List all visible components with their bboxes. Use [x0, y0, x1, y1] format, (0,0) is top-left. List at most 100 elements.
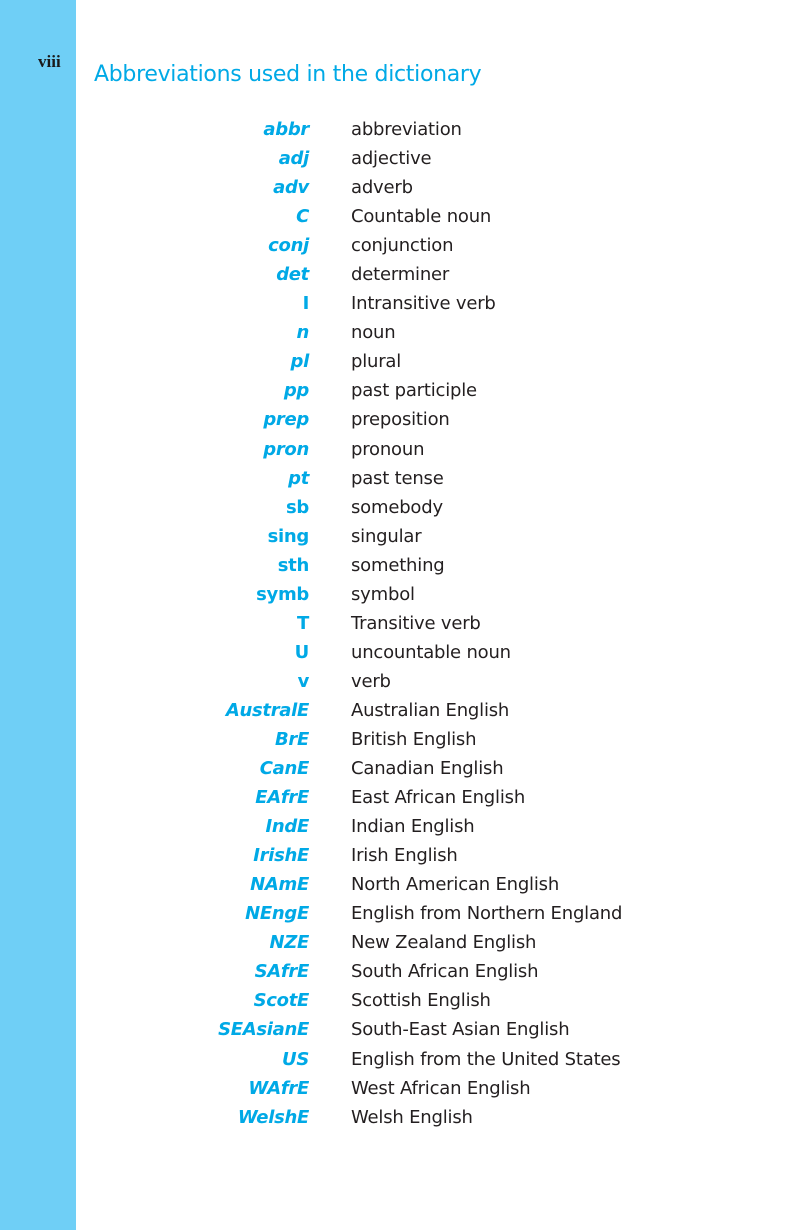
abbreviation: pt [288, 467, 309, 489]
abbreviation: NAmE [250, 874, 309, 896]
abbreviation-entry: NEngE English from Northern England [0, 901, 800, 930]
abbreviation-entry: WelshE Welsh English [0, 1105, 800, 1134]
abbreviation-entry: SAfrE South African English [0, 959, 800, 988]
abbreviation-meaning: Welsh English [351, 1106, 473, 1128]
abbreviation: US [282, 1048, 309, 1070]
abbreviation-entry: pron pronoun [0, 437, 800, 466]
abbreviation: conj [268, 235, 309, 257]
abbreviation-meaning: singular [351, 525, 422, 547]
abbreviation: BrE [275, 728, 309, 750]
abbreviation-entry: EAfrE East African English [0, 785, 800, 814]
abbreviation-meaning: conjunction [351, 235, 454, 257]
abbreviation-entry: SEAsianE South-East Asian English [0, 1017, 800, 1046]
abbreviation: WAfrE [248, 1077, 309, 1099]
abbreviation: adv [273, 177, 309, 199]
abbreviation: abbr [263, 119, 309, 140]
abbreviation-meaning: abbreviation [351, 119, 462, 140]
abbreviation: prep [263, 409, 309, 431]
abbreviation-meaning: South African English [351, 961, 539, 983]
abbreviation: CanE [259, 758, 310, 780]
abbreviation-entry: sing singular [0, 524, 800, 553]
abbreviation-meaning: Canadian English [351, 758, 504, 780]
abbreviation: AustralE [225, 699, 309, 721]
abbreviation-meaning: symbol [351, 583, 415, 605]
abbreviation-meaning: New Zealand English [351, 932, 537, 954]
abbreviation-meaning: Countable noun [351, 206, 492, 228]
abbreviation-entry: NZE New Zealand English [0, 930, 800, 959]
abbreviation-meaning: South-East Asian English [351, 1019, 570, 1041]
abbreviation-meaning: past participle [351, 380, 477, 402]
abbreviation-meaning: verb [351, 670, 391, 692]
abbreviation: sb [286, 496, 309, 518]
abbreviation-entry: I Intransitive verb [0, 291, 800, 320]
abbreviation: I [302, 293, 310, 315]
abbreviation: NEngE [245, 903, 309, 925]
abbreviation-entry: abbr abbreviation [0, 117, 800, 146]
abbreviation: pl [290, 351, 310, 373]
abbreviation-meaning: Indian English [351, 816, 475, 838]
abbreviation: symb [256, 583, 309, 605]
abbreviation-meaning: English from the United States [351, 1048, 621, 1070]
page-title: Abbreviations used in the dictionary [94, 62, 482, 87]
abbreviation: C [296, 206, 309, 228]
abbreviation: pp [283, 380, 309, 402]
abbreviation: T [297, 612, 309, 634]
page-number: viii [38, 52, 61, 71]
abbreviation-meaning: adjective [351, 148, 432, 170]
abbreviation: sing [267, 525, 310, 547]
abbreviation-meaning: Transitive verb [351, 612, 481, 634]
abbreviation: pron [263, 438, 309, 460]
abbreviation-meaning: Irish English [351, 845, 458, 867]
abbreviation-entry: v verb [0, 669, 800, 698]
abbreviation: det [276, 264, 309, 286]
abbreviation-meaning: English from Northern England [351, 903, 623, 925]
abbreviation-meaning: East African English [351, 787, 526, 809]
abbreviation-entry: prep preposition [0, 407, 800, 436]
abbreviation-entry: T Transitive verb [0, 611, 800, 640]
abbreviation-entry: pp past participle [0, 378, 800, 407]
abbreviation: WelshE [237, 1106, 309, 1128]
abbreviation-entry: C Countable noun [0, 204, 800, 233]
abbreviation-entry: symb symbol [0, 582, 800, 611]
abbreviation-meaning: Scottish English [351, 990, 491, 1012]
abbreviation: SEAsianE [218, 1019, 309, 1041]
abbreviation-meaning: British English [351, 728, 477, 750]
abbreviation-entry: US English from the United States [0, 1047, 800, 1076]
abbreviation: adj [278, 148, 310, 170]
abbreviation-entry: det determiner [0, 262, 800, 291]
abbreviation: IndE [265, 816, 310, 838]
abbreviation-entry: IndE Indian English [0, 814, 800, 843]
abbreviation: n [296, 322, 309, 344]
abbreviation: v [297, 670, 310, 692]
abbreviation-entry: n noun [0, 320, 800, 349]
abbreviation-meaning: Australian English [351, 699, 510, 721]
abbreviation-entry: sth something [0, 553, 800, 582]
abbreviation-entry: pt past tense [0, 466, 800, 495]
abbreviation-meaning: determiner [351, 264, 450, 286]
abbreviation: ScotE [253, 990, 310, 1012]
abbreviation: NZE [269, 932, 309, 954]
abbreviation-meaning: past tense [351, 467, 444, 489]
abbreviation-meaning: noun [351, 322, 396, 344]
abbreviation-entry: conj conjunction [0, 233, 800, 262]
abbreviation-entry: BrE British English [0, 727, 800, 756]
abbreviation-entry: pl plural [0, 349, 800, 378]
abbreviation-meaning: uncountable noun [351, 641, 511, 663]
abbreviation-entry: sb somebody [0, 495, 800, 524]
abbreviation-entry: NAmE North American English [0, 872, 800, 901]
abbreviation-entry: adv adverb [0, 175, 800, 204]
abbreviation-meaning: plural [351, 351, 402, 373]
abbreviation-meaning: somebody [351, 496, 443, 518]
abbreviation: EAfrE [255, 787, 309, 809]
abbreviation-entry: adj adjective [0, 146, 800, 175]
abbreviation-meaning: something [351, 554, 445, 576]
abbreviation-entry: IrishE Irish English [0, 843, 800, 872]
abbreviation-meaning: Intransitive verb [351, 293, 496, 315]
abbreviation-meaning: adverb [351, 177, 413, 199]
abbreviation-entry: CanE Canadian English [0, 756, 800, 785]
abbreviation: sth [277, 554, 310, 576]
abbreviation-meaning: pronoun [351, 438, 425, 460]
abbreviation: U [294, 641, 310, 663]
abbreviation-list: abbr abbreviation adj adjective adv adverb C Co… [0, 117, 800, 1134]
